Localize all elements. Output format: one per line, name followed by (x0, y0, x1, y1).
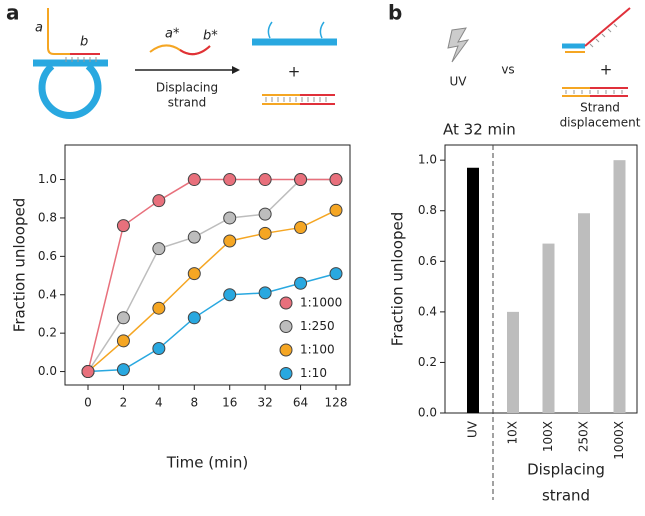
strand-label: a (35, 21, 43, 36)
marker (187, 267, 201, 281)
x-axis-label: strand (542, 487, 590, 505)
marker (294, 276, 308, 290)
y-tick-label: 0.4 (38, 287, 57, 301)
strand-label: b (80, 35, 88, 50)
bar (578, 213, 590, 413)
legend-label: 1:250 (300, 319, 335, 333)
legend-marker (279, 343, 293, 357)
duplex (262, 94, 335, 105)
x-tick-label: 0 (84, 396, 92, 410)
bar (613, 160, 626, 413)
plus: + (288, 63, 301, 81)
marker (294, 221, 308, 235)
panel-label: a (6, 1, 20, 25)
legend-marker (279, 296, 293, 310)
y-tick-label: 1.0 (418, 153, 437, 167)
marker (258, 286, 272, 300)
x-tick-label: UV (466, 420, 480, 438)
chart-title: At 32 min (443, 121, 516, 139)
marker (223, 173, 237, 187)
legend-marker (279, 367, 293, 380)
uv-label: UV (450, 75, 468, 89)
marker (81, 365, 95, 379)
x-tick-label: 64 (293, 396, 308, 410)
panel-label: b (388, 1, 402, 25)
loop-diagram (33, 8, 108, 119)
y-tick-label: 0.0 (418, 406, 437, 420)
legend-label: 1:1000 (300, 296, 342, 310)
uv-icon (447, 27, 470, 63)
y-tick-label: 1.0 (38, 172, 57, 186)
y-tick-label: 0.6 (418, 254, 437, 268)
icon-label: Strand (580, 101, 620, 115)
strand-label: b* (203, 29, 218, 44)
opened-strand (267, 21, 325, 39)
plot-frame (444, 144, 638, 414)
arrow-label: Displacing (156, 81, 218, 95)
marker (152, 342, 166, 356)
y-tick-label: 0.2 (38, 326, 57, 340)
marker (187, 230, 201, 244)
displacing-strand (179, 45, 211, 56)
y-tick-label: 0.6 (38, 249, 57, 263)
bar (507, 311, 519, 413)
x-axis-label: Displacing (527, 461, 605, 479)
x-tick-label: 128 (325, 396, 348, 410)
x-tick-label: 16 (222, 396, 237, 410)
marker (152, 301, 166, 315)
marker (294, 173, 308, 187)
plus: + (600, 61, 613, 79)
plot-frame (64, 144, 351, 386)
y-tick-label: 0.2 (418, 355, 437, 369)
x-tick-label: 32 (258, 396, 273, 410)
marker (223, 234, 237, 248)
marker (223, 288, 237, 302)
marker (223, 211, 237, 225)
x-tick-label: 8 (190, 396, 198, 410)
arrow-head (232, 66, 240, 74)
vs-label: vs (501, 63, 514, 77)
x-tick-label: 4 (155, 396, 163, 410)
marker (329, 203, 343, 217)
marker (116, 311, 130, 325)
y-tick-label: 0.4 (418, 304, 437, 318)
y-tick-label: 0.0 (38, 364, 57, 378)
y-axis-label: Fraction unlooped (389, 212, 407, 346)
x-tick-label: 10X (506, 421, 520, 445)
marker (187, 173, 201, 187)
marker (329, 173, 343, 187)
strand-displacement-icon (562, 7, 631, 97)
bar (542, 243, 555, 413)
series-line (87, 209, 337, 373)
x-tick-label: 100X (541, 421, 555, 452)
arrow-label: strand (168, 96, 206, 110)
y-tick-label: 0.8 (38, 210, 57, 224)
bar (467, 167, 479, 413)
marker (258, 173, 272, 187)
series-line (87, 178, 336, 372)
marker (187, 311, 201, 325)
legend-label: 1:10 (300, 366, 327, 380)
marker (258, 207, 272, 221)
x-tick-label: 2 (120, 396, 128, 410)
marker (152, 194, 166, 208)
legend-marker (279, 320, 293, 333)
icon-label: displacement (560, 116, 641, 130)
y-axis-label: Fraction unlooped (11, 198, 29, 332)
marker (329, 267, 343, 281)
x-tick-label: 1000X (612, 421, 626, 460)
y-tick-label: 0.8 (418, 203, 437, 217)
strand-label: a* (165, 27, 180, 42)
marker (116, 219, 130, 233)
legend-label: 1:100 (300, 343, 335, 357)
x-tick-label: 250X (577, 421, 591, 452)
marker (258, 226, 272, 240)
marker (152, 242, 166, 256)
marker (116, 363, 130, 377)
x-axis-label: Time (min) (166, 454, 248, 472)
marker (116, 334, 130, 348)
